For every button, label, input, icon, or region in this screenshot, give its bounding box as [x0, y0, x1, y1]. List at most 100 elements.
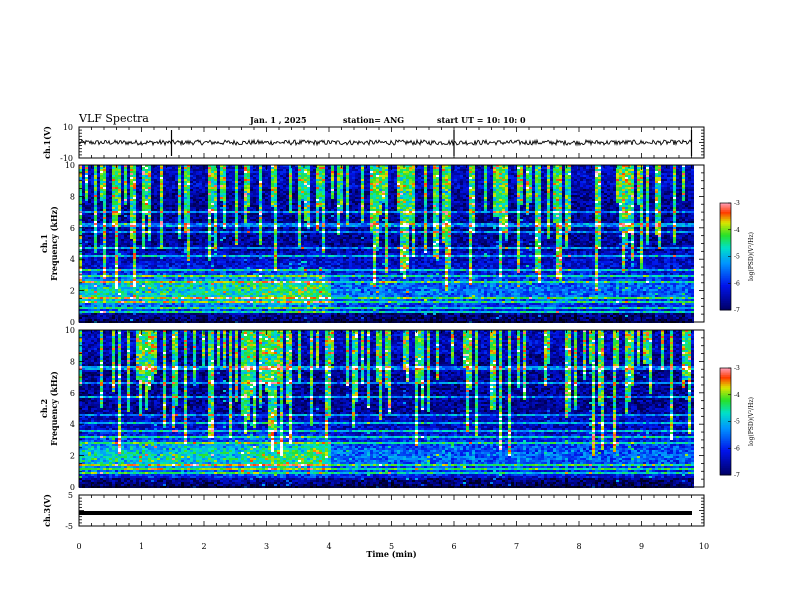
ch3-waveform-ytick-bottom: -5 — [65, 522, 73, 531]
ch1-spectrogram-ytick-4: 4 — [70, 255, 75, 264]
colorbar-swatch — [720, 412, 731, 415]
colorbar-tick-label: -3 — [734, 365, 740, 372]
ch1-spectrogram-ylabel-channel: ch.1 — [39, 234, 49, 253]
colorbar-swatch — [720, 301, 731, 304]
colorbar-tick-label: -4 — [734, 392, 740, 399]
colorbar-swatch — [720, 267, 731, 270]
colorbar-swatch — [720, 446, 731, 449]
colorbar-swatch — [720, 398, 731, 401]
ch1-spectrogram-xticks — [78, 165, 705, 322]
colorbar-swatch — [720, 382, 731, 385]
ch2-spectrogram-ytick-8: 8 — [70, 357, 75, 366]
colorbar-swatch — [720, 297, 731, 300]
colorbar-swatch — [720, 242, 731, 245]
ch1-waveform-ytick-top: 10 — [63, 123, 73, 132]
colorbar-swatch — [720, 247, 731, 250]
colorbar-swatch — [720, 211, 731, 215]
ch2-spectrogram-ytick-10: 10 — [65, 326, 75, 335]
colorbar-tick-label: -5 — [734, 254, 740, 261]
colorbar-swatch — [720, 261, 731, 265]
x-tick-label-7: 7 — [514, 542, 519, 551]
x-tick-label-4: 4 — [326, 542, 331, 551]
colorbar-swatch — [720, 224, 731, 227]
ch1-waveform-ylabel: ch.1(V) — [42, 126, 52, 159]
colorbar-swatch — [720, 279, 731, 282]
colorbar-swatch — [720, 410, 731, 414]
colorbar-swatch — [720, 260, 731, 263]
x-axis: 0 1 2 3 4 5 6 7 8 9 10 Time (min) — [76, 542, 709, 559]
colorbar-swatch — [720, 288, 731, 291]
colorbar-swatch — [720, 213, 731, 216]
start-time-label: start UT = 10: 10: 0 — [437, 115, 526, 125]
x-tick-label-1: 1 — [139, 542, 144, 551]
colorbar-swatch — [720, 251, 731, 254]
colorbar-swatch — [720, 256, 731, 259]
colorbar-swatch — [720, 391, 731, 394]
colorbar-swatch — [720, 215, 731, 218]
colorbar-tick-label: -4 — [734, 227, 740, 234]
colorbar-swatch — [720, 416, 731, 419]
colorbar-swatch — [720, 455, 731, 458]
ch2-spectrogram-yticks — [79, 329, 704, 488]
ch2-spectrogram-ytick-0: 0 — [70, 483, 75, 492]
colorbar-swatch — [720, 236, 731, 240]
colorbar-swatch — [720, 417, 731, 421]
colorbar-swatch — [720, 450, 731, 453]
colorbar-swatch — [720, 394, 731, 398]
ch1-spectrogram-image — [79, 165, 694, 323]
ch1-spectrogram-ytick-10: 10 — [65, 161, 75, 170]
colorbar-swatch — [720, 441, 731, 444]
colorbar-swatch — [720, 392, 731, 396]
x-tick-label-10: 10 — [699, 542, 709, 551]
colorbar-swatch — [720, 460, 731, 464]
colorbar-swatch — [720, 373, 731, 376]
colorbar-swatch — [720, 265, 731, 268]
colorbar-swatch — [720, 442, 731, 446]
colorbar-swatch — [720, 448, 731, 451]
colorbar-swatch — [720, 414, 731, 417]
colorbar-swatch — [720, 272, 731, 275]
colorbar-swatch — [720, 430, 731, 433]
ch2-spectrogram-panel: 0 2 4 6 8 10 ch.2 Frequency (kHz) -3 -4 -5 -6 -7 log(… — [39, 326, 755, 492]
colorbar-swatch — [720, 439, 731, 442]
colorbar-swatch — [720, 240, 731, 243]
x-tick-label-5: 5 — [389, 542, 394, 551]
colorbar-swatch — [720, 227, 731, 231]
x-axis-label: Time (min) — [366, 549, 416, 559]
colorbar-swatch — [720, 385, 731, 389]
colorbar-tick-label: -3 — [734, 200, 740, 207]
ch1-spectrogram-colorbar: -3 -4 -5 -6 -7 log(PSD)(V²/Hz) — [719, 200, 755, 314]
colorbar-swatch — [720, 210, 731, 213]
colorbar-swatch — [720, 423, 731, 426]
colorbar-swatch — [720, 467, 731, 471]
ch2-spectrogram-colorbar: -3 -4 -5 -6 -7 log(PSD)(V²/Hz) — [719, 365, 755, 479]
colorbar-swatch — [720, 471, 731, 474]
x-tick-label-9: 9 — [639, 542, 644, 551]
colorbar-swatch — [720, 464, 731, 467]
colorbar-swatch — [720, 462, 731, 465]
colorbar-swatch — [720, 380, 731, 383]
ch1-spectrogram-ylabel-frequency: Frequency (kHz) — [49, 206, 59, 281]
colorbar-swatch — [720, 283, 731, 286]
figure-title: VLF Spectra — [79, 112, 149, 125]
colorbar-swatch — [720, 425, 731, 428]
ch1-waveform-xticks — [78, 127, 705, 158]
colorbar-swatch — [720, 457, 731, 460]
colorbar-swatch — [720, 466, 731, 469]
ch1-spectrogram-ytick-0: 0 — [70, 318, 75, 327]
colorbar-swatch — [720, 238, 731, 241]
colorbar-swatch — [720, 419, 731, 422]
colorbar-swatch — [720, 378, 731, 381]
colorbar-swatch — [720, 277, 731, 281]
colorbar-swatch — [720, 220, 731, 224]
colorbar-swatch — [720, 204, 731, 208]
colorbar-swatch — [720, 299, 731, 302]
colorbar-swatch — [720, 308, 731, 311]
colorbar-swatch — [720, 469, 731, 472]
colorbar-swatch — [720, 396, 731, 399]
colorbar-swatch — [720, 405, 731, 408]
colorbar-swatch — [720, 217, 731, 220]
colorbar-swatch — [720, 400, 731, 403]
colorbar-swatch — [720, 304, 731, 307]
ch1-spectrogram-ytick-6: 6 — [70, 224, 75, 233]
